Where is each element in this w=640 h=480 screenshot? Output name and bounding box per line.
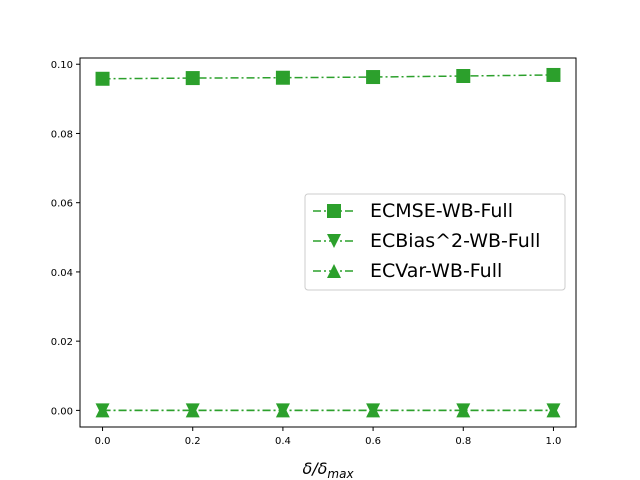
series-line <box>102 74 554 80</box>
legend-marker <box>327 204 341 218</box>
x-axis-label-subscript: max <box>327 467 354 480</box>
legend-label: ECBias^2-WB-Full <box>370 230 540 252</box>
data-point <box>546 403 561 418</box>
series-square <box>95 67 561 86</box>
y-tick-label: 0.04 <box>51 268 73 279</box>
data-point <box>185 71 200 86</box>
data-point <box>275 70 290 85</box>
axes-frame <box>79 57 577 428</box>
legend-item: ECVar-WB-Full <box>313 260 502 282</box>
x-axis: 0.0 0.2 0.4 0.6 0.8 1.0 <box>95 427 562 447</box>
x-tick-label: 0.2 <box>185 436 201 447</box>
data-point <box>366 70 381 85</box>
data-point <box>456 69 471 83</box>
x-tick-label: 0.4 <box>275 436 291 447</box>
legend: ECMSE-WB-Full ECBias^2-WB-Full ECVar-WB-Fu… <box>304 193 566 291</box>
data-point <box>366 403 381 418</box>
legend-label: ECMSE-WB-Full <box>370 200 513 222</box>
y-axis: 0.00 0.02 0.04 0.06 0.08 0.10 <box>51 60 80 417</box>
x-tick-label: 0.8 <box>455 436 471 447</box>
y-tick-label: 0.06 <box>51 199 73 210</box>
legend-item: ECMSE-WB-Full <box>313 200 513 222</box>
data-point <box>185 403 200 418</box>
legend-marker <box>327 264 341 278</box>
legend-item: ECBias^2-WB-Full <box>313 230 540 252</box>
x-tick-label: 0.0 <box>95 436 111 447</box>
data-point <box>275 403 290 418</box>
x-axis-label-main: δ/δ <box>302 459 327 478</box>
x-tick-label: 0.6 <box>365 436 381 447</box>
data-point <box>95 71 110 86</box>
y-tick-label: 0.08 <box>51 129 73 140</box>
legend-label: ECVar-WB-Full <box>370 260 502 282</box>
legend-marker <box>327 234 341 248</box>
legend-box <box>304 193 566 291</box>
y-tick-label: 0.10 <box>51 60 73 71</box>
series-layer <box>95 67 561 418</box>
y-tick-label: 0.02 <box>51 337 73 348</box>
x-axis-label: δ/δmax <box>302 459 354 480</box>
data-point <box>456 403 471 418</box>
series-triangle-up <box>95 403 561 418</box>
data-point <box>546 67 561 82</box>
x-tick-label: 1.0 <box>546 436 562 447</box>
y-tick-label: 0.00 <box>51 406 73 417</box>
data-point <box>95 403 110 418</box>
